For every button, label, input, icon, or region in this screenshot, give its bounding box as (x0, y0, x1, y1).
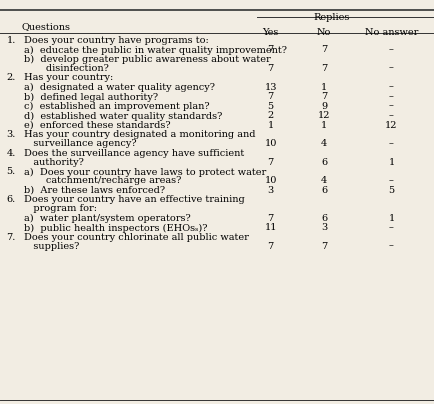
Text: 3: 3 (320, 223, 326, 232)
Text: a)  designated a water quality agency?: a) designated a water quality agency? (24, 83, 214, 92)
Text: 9: 9 (320, 101, 326, 111)
Text: a)  educate the public in water quality improvement?: a) educate the public in water quality i… (24, 46, 286, 55)
Text: program for:: program for: (24, 204, 97, 213)
Text: Has your country designated a monitoring and: Has your country designated a monitoring… (24, 130, 255, 139)
Text: authority?: authority? (24, 158, 84, 167)
Text: 2.: 2. (7, 74, 16, 82)
Text: No: No (316, 28, 331, 37)
Text: 7.: 7. (7, 233, 16, 242)
Text: 7: 7 (320, 63, 326, 73)
Text: 12: 12 (317, 111, 329, 120)
Text: –: – (388, 92, 393, 101)
Text: a)  water plant/system operators?: a) water plant/system operators? (24, 214, 190, 223)
Text: –: – (388, 242, 393, 250)
Text: disinfection?: disinfection? (24, 64, 109, 73)
Text: supplies?: supplies? (24, 242, 79, 251)
Text: 10: 10 (264, 139, 276, 148)
Text: Does your country have an effective training: Does your country have an effective trai… (24, 196, 244, 204)
Text: 6: 6 (320, 158, 326, 166)
Text: Does your country chlorinate all public water: Does your country chlorinate all public … (24, 233, 248, 242)
Text: –: – (388, 63, 393, 73)
Text: surveillance agency?: surveillance agency? (24, 139, 136, 149)
Text: No answer: No answer (364, 28, 417, 37)
Text: 13: 13 (264, 82, 276, 91)
Text: 7: 7 (267, 45, 273, 54)
Text: –: – (388, 139, 393, 148)
Text: 7: 7 (267, 158, 273, 166)
Text: Has your country:: Has your country: (24, 74, 113, 82)
Text: 2: 2 (267, 111, 273, 120)
Text: 7: 7 (320, 242, 326, 250)
Text: 7: 7 (267, 92, 273, 101)
Text: –: – (388, 101, 393, 111)
Text: b)  Are these laws enforced?: b) Are these laws enforced? (24, 186, 164, 195)
Text: 3.: 3. (7, 130, 16, 139)
Text: –: – (388, 82, 393, 91)
Text: catchment/recharge areas?: catchment/recharge areas? (24, 177, 181, 185)
Text: Yes: Yes (262, 28, 278, 37)
Text: c)  established an improvement plan?: c) established an improvement plan? (24, 102, 209, 111)
Text: b)  develop greater public awareness about water: b) develop greater public awareness abou… (24, 55, 270, 64)
Text: b)  defined legal authority?: b) defined legal authority? (24, 93, 158, 101)
Text: 7: 7 (267, 213, 273, 223)
Text: 6: 6 (320, 185, 326, 194)
Text: d)  established water quality standards?: d) established water quality standards? (24, 112, 222, 120)
Text: Does the surveillance agency have sufficient: Does the surveillance agency have suffic… (24, 149, 243, 158)
Text: Does your country have programs to:: Does your country have programs to: (24, 36, 208, 45)
Text: 12: 12 (385, 120, 397, 130)
Text: 7: 7 (320, 92, 326, 101)
Text: a)  Does your country have laws to protect water: a) Does your country have laws to protec… (24, 167, 266, 177)
Text: 4.: 4. (7, 149, 16, 158)
Text: 1: 1 (388, 213, 394, 223)
Text: 5.: 5. (7, 167, 16, 177)
Text: 1.: 1. (7, 36, 16, 45)
Text: Replies: Replies (312, 13, 349, 22)
Text: 7: 7 (320, 45, 326, 54)
Text: 1: 1 (267, 120, 273, 130)
Text: –: – (388, 111, 393, 120)
Text: 7: 7 (267, 242, 273, 250)
Text: e)  enforced these standards?: e) enforced these standards? (24, 121, 170, 130)
Text: 6: 6 (320, 213, 326, 223)
Text: 3: 3 (267, 185, 273, 194)
Text: 1: 1 (320, 82, 326, 91)
Text: 11: 11 (264, 223, 276, 232)
Text: b)  public health inspectors (EHOsₛ)?: b) public health inspectors (EHOsₛ)? (24, 223, 207, 233)
Text: –: – (388, 45, 393, 54)
Text: 1: 1 (388, 158, 394, 166)
Text: 10: 10 (264, 176, 276, 185)
Text: 7: 7 (267, 63, 273, 73)
Text: –: – (388, 176, 393, 185)
Text: 5: 5 (267, 101, 273, 111)
Text: 6.: 6. (7, 196, 16, 204)
Text: 5: 5 (388, 185, 394, 194)
Text: 1: 1 (320, 120, 326, 130)
Text: 4: 4 (320, 139, 326, 148)
Text: Questions: Questions (21, 22, 70, 31)
Text: –: – (388, 223, 393, 232)
Text: 4: 4 (320, 176, 326, 185)
